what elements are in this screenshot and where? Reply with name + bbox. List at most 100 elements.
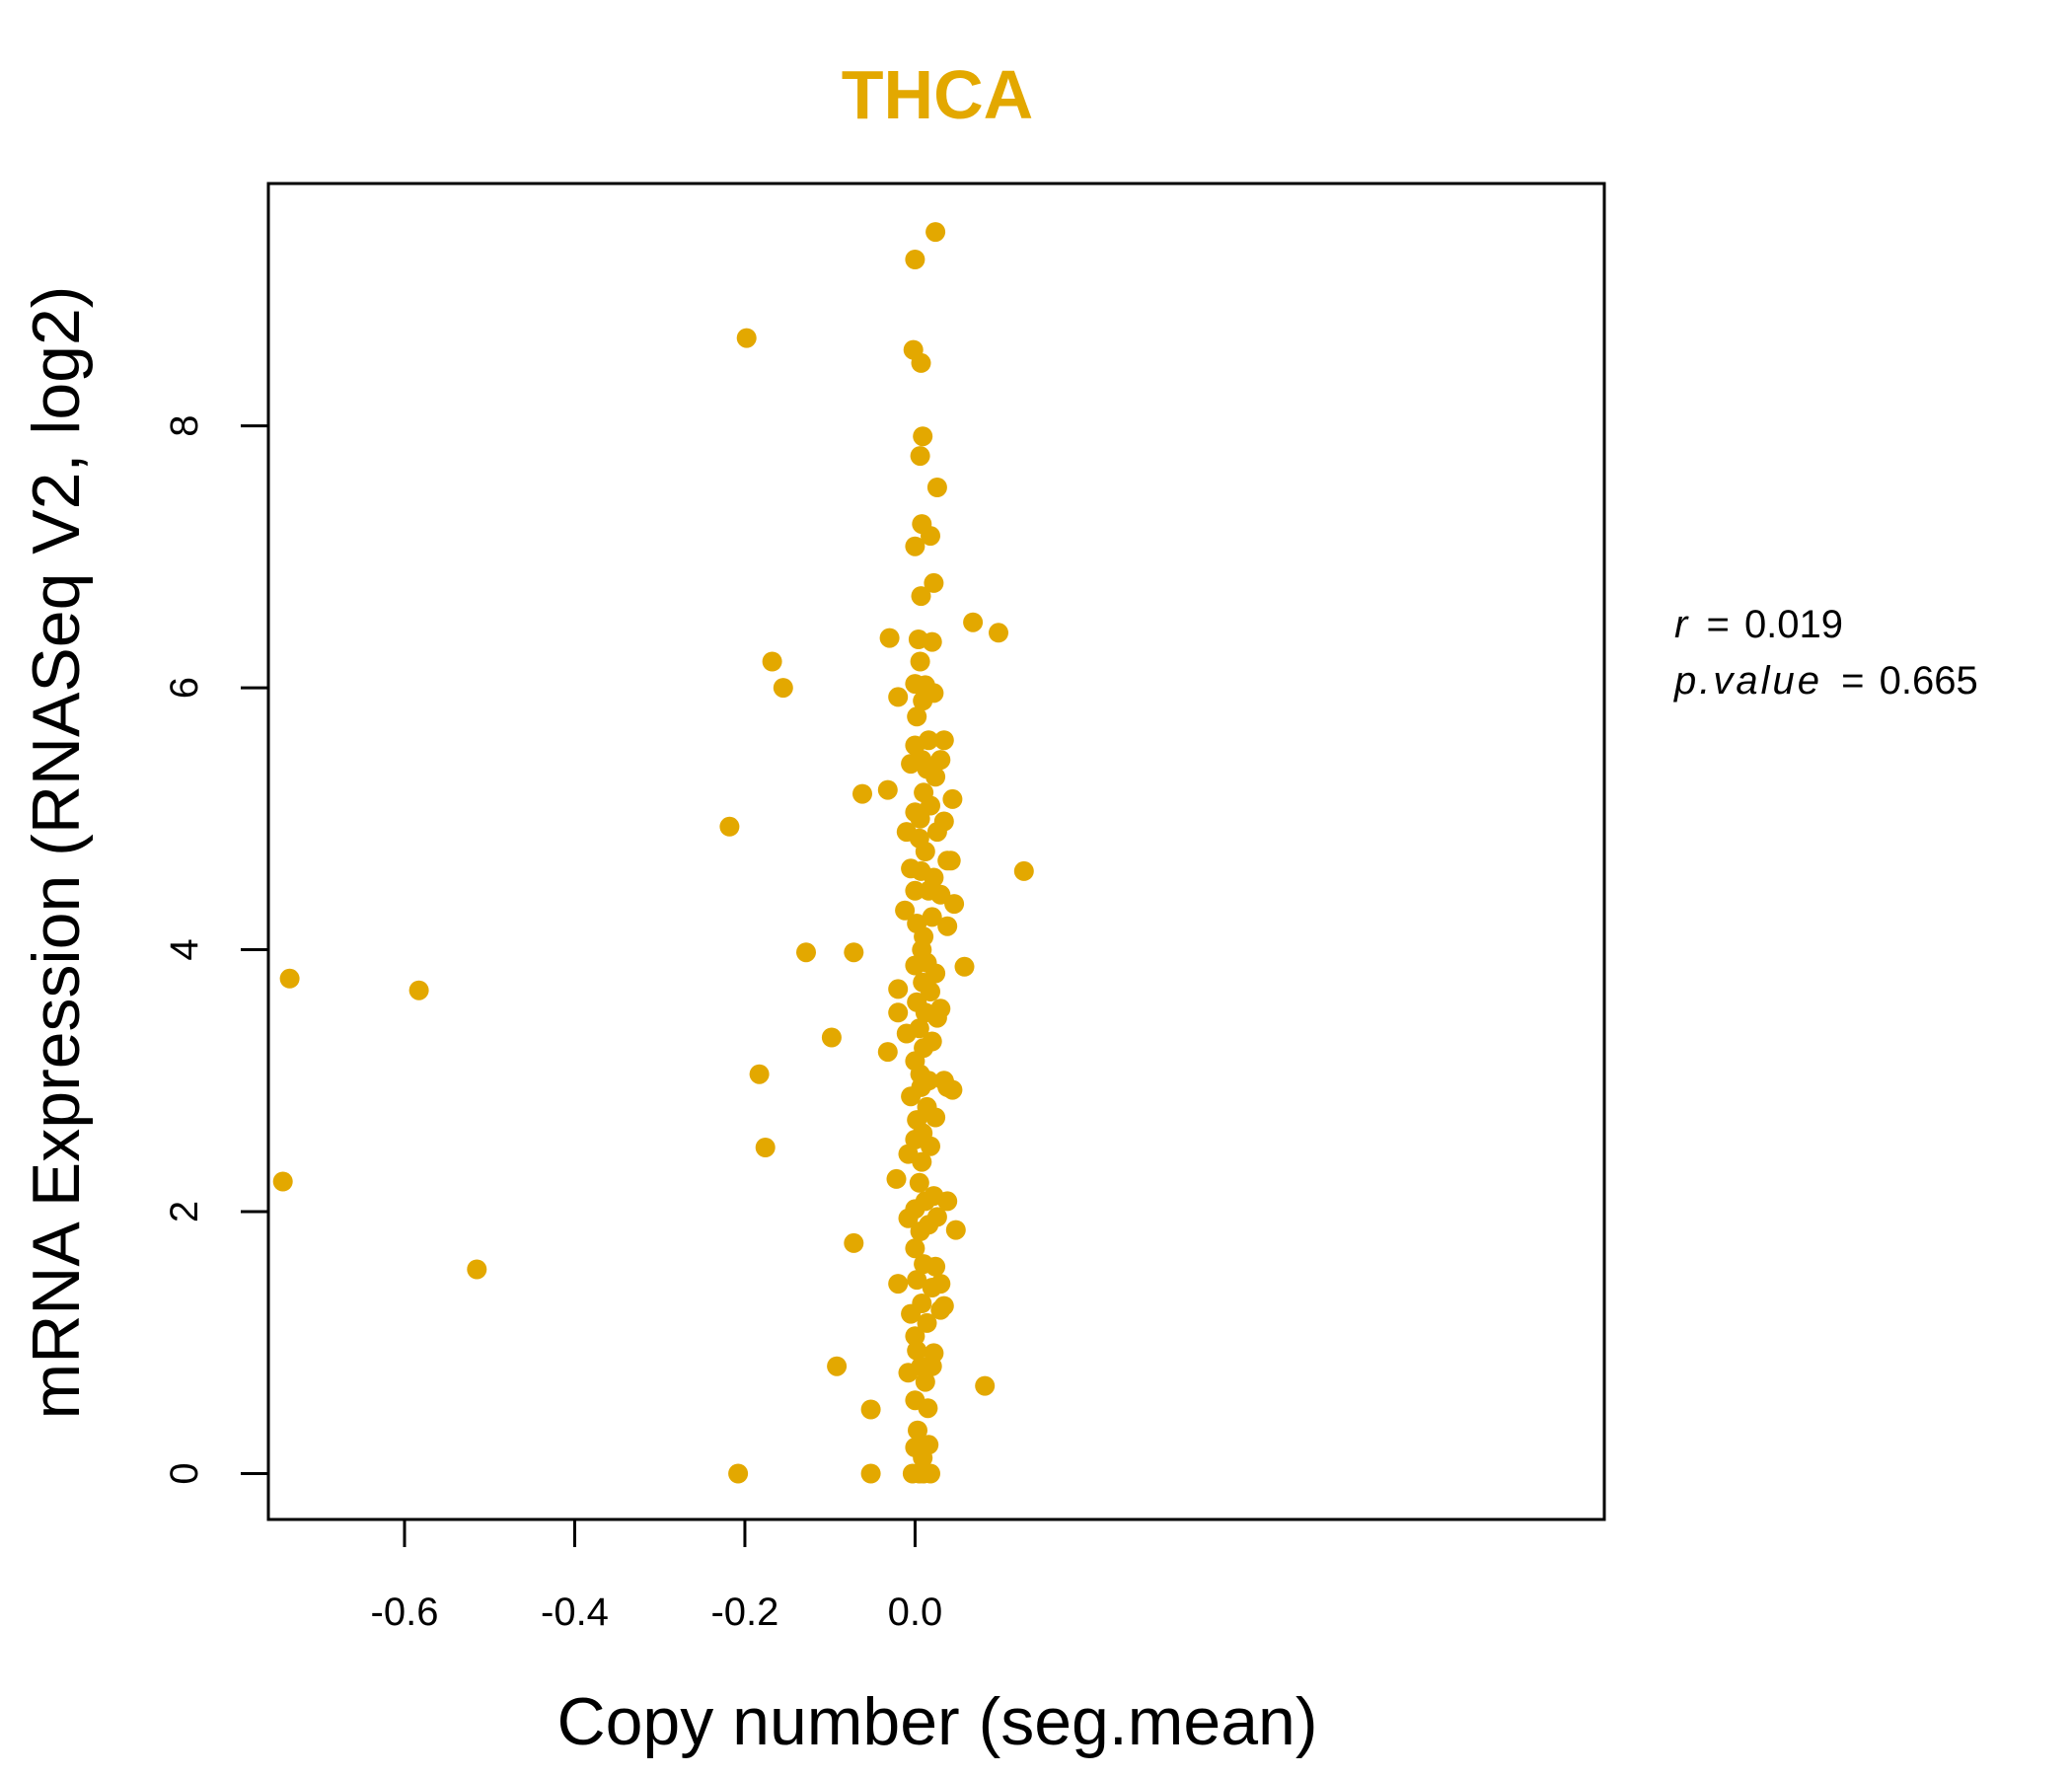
data-point <box>933 811 954 832</box>
data-point <box>918 1398 938 1419</box>
data-point <box>921 1463 940 1484</box>
data-point <box>877 779 898 800</box>
data-point <box>925 1256 946 1277</box>
data-point <box>844 1232 864 1253</box>
data-point <box>926 1207 947 1227</box>
data-point <box>917 1312 937 1333</box>
data-point <box>907 1270 927 1291</box>
x-axis: -0.6 -0.4 -0.2 0.0 <box>371 1519 943 1634</box>
data-point <box>852 783 872 804</box>
data-point <box>919 1071 939 1091</box>
p-value: 0.665 <box>1880 659 1978 703</box>
data-point <box>888 979 909 999</box>
data-point <box>912 1294 932 1313</box>
x-tick-label: -0.4 <box>541 1591 609 1634</box>
data-point <box>975 1375 996 1396</box>
y-tick-label: 8 <box>163 414 206 436</box>
data-point <box>910 651 930 672</box>
data-point <box>922 1031 942 1052</box>
data-point <box>888 1274 909 1295</box>
data-point <box>925 767 946 787</box>
data-point <box>922 907 942 927</box>
plot-frame <box>266 182 1606 1521</box>
data-point <box>913 426 933 447</box>
data-point <box>989 623 1008 643</box>
data-point <box>895 900 916 921</box>
data-point <box>736 328 757 348</box>
p-equals: = <box>1841 659 1864 703</box>
data-point <box>279 968 300 989</box>
data-point <box>922 631 942 652</box>
correlation-stats: r = 0.019 p.value = 0.665 <box>1673 603 1978 703</box>
data-point <box>907 1340 927 1361</box>
data-point <box>879 628 900 648</box>
data-point <box>937 1191 958 1212</box>
data-point <box>877 1042 898 1063</box>
data-point <box>933 730 954 751</box>
data-point <box>773 678 793 699</box>
data-point <box>860 1463 881 1484</box>
data-point <box>911 352 931 373</box>
data-point <box>930 999 951 1019</box>
data-point <box>888 1002 909 1023</box>
r-label: r <box>1674 603 1689 646</box>
data-point <box>924 572 944 593</box>
data-point <box>933 1295 954 1316</box>
r-value: 0.019 <box>1744 603 1843 646</box>
chart-title: THCA <box>842 56 1033 133</box>
data-point <box>921 526 940 547</box>
data-point <box>905 1238 925 1259</box>
data-point <box>915 1371 935 1392</box>
data-point <box>911 586 931 607</box>
data-point <box>944 894 965 915</box>
data-point <box>905 250 925 269</box>
p-label: p.value <box>1673 659 1822 703</box>
x-axis-title: Copy number (seg.mean) <box>556 1684 1317 1759</box>
x-tick-label: 0.0 <box>888 1591 943 1634</box>
data-point <box>925 963 946 984</box>
data-point <box>272 1171 293 1192</box>
y-tick-label: 0 <box>163 1462 206 1484</box>
data-point <box>919 1435 939 1455</box>
data-point <box>940 851 961 871</box>
y-axis: 0 2 4 6 8 <box>163 414 268 1485</box>
data-point <box>762 651 782 672</box>
data-point <box>954 956 975 977</box>
data-point <box>919 730 939 751</box>
data-point <box>408 980 429 1000</box>
data-point <box>926 478 947 497</box>
data-point <box>749 1064 770 1084</box>
data-point <box>942 788 963 809</box>
data-point <box>925 1107 946 1128</box>
data-point <box>888 687 909 707</box>
y-tick-label: 2 <box>163 1201 206 1222</box>
data-point <box>908 1420 927 1441</box>
data-point <box>728 1463 749 1484</box>
data-point <box>910 446 930 467</box>
data-point <box>930 1274 951 1295</box>
data-point <box>925 222 946 243</box>
data-point <box>914 926 934 947</box>
y-tick-label: 4 <box>163 938 206 960</box>
data-point <box>886 1168 907 1189</box>
data-point <box>945 1220 966 1240</box>
data-point <box>796 942 816 963</box>
data-point <box>930 750 951 771</box>
data-point <box>915 842 935 861</box>
data-point <box>905 1326 925 1347</box>
data-point <box>909 1172 929 1193</box>
data-point <box>921 1136 940 1156</box>
data-point <box>905 536 925 556</box>
x-tick-label: -0.2 <box>710 1591 778 1634</box>
data-point <box>921 795 940 816</box>
data-point <box>937 916 958 936</box>
data-point <box>827 1356 848 1376</box>
x-tick-label: -0.6 <box>371 1591 439 1634</box>
y-tick-label: 6 <box>163 677 206 699</box>
data-point <box>755 1138 776 1157</box>
data-point <box>924 683 944 703</box>
data-point <box>905 880 925 901</box>
svg-text:p.value = 0.665: p.value = 0.665 <box>1673 659 1978 703</box>
data-point <box>467 1259 487 1280</box>
